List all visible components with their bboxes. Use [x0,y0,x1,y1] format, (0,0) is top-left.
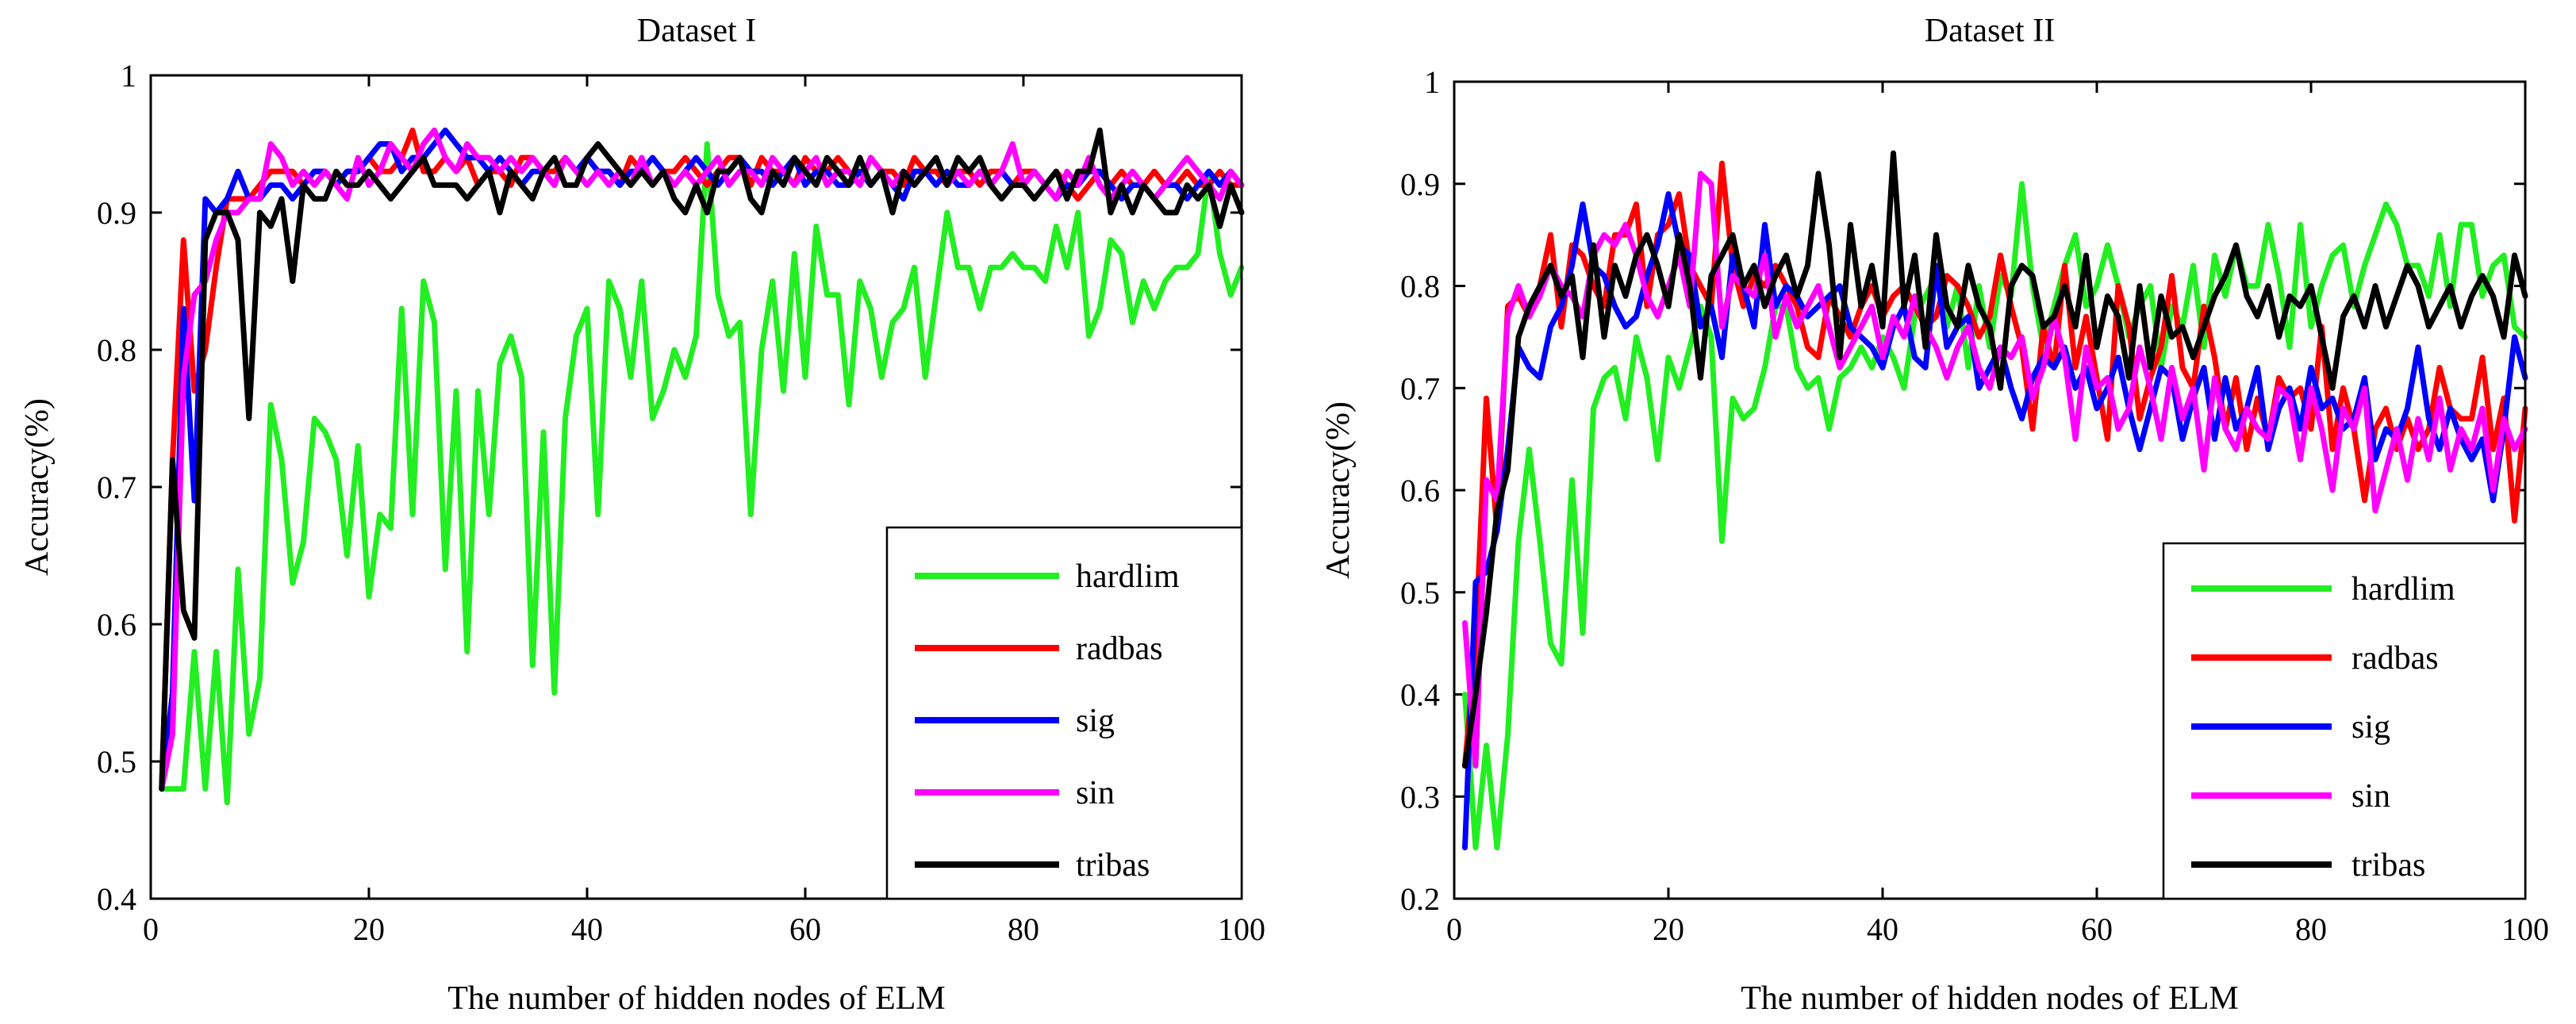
x-tick-label: 40 [571,911,603,947]
y-tick-label: 1 [121,58,136,94]
y-tick-label: 0.4 [97,881,136,917]
x-tick-label: 20 [1653,911,1684,947]
legend-label-sin: sin [2351,778,2390,815]
series-layer [159,127,1245,806]
chart-title: Dataset I [637,13,756,49]
tick-labels: 0 20 40 60 80 100 0.4 0.5 0.6 0.7 0.8 0.9 1 [97,58,1265,947]
legend-label-radbas: radbas [2351,640,2439,677]
y-tick-label: 0.2 [1400,881,1440,917]
y-tick-label: 0.5 [97,744,136,780]
legend-label-sig: sig [2351,709,2390,746]
y-tick-label: 0.8 [1400,269,1440,305]
series-line-hardlim [1462,181,2528,851]
x-tick-label: 60 [789,911,821,947]
y-tick-label: 0.5 [1400,575,1440,611]
legend-label-radbas: radbas [1076,631,1163,667]
plot-frame [149,74,1243,900]
x-tick-label: 60 [2081,911,2113,947]
legend-label-tribas: tribas [2351,847,2425,884]
y-axis-label: Accuracy(%) [19,398,56,576]
legend: hardlim radbas sig sin tribas [2162,542,2527,900]
y-tick-label: 0.7 [1400,370,1440,406]
y-tick-label: 0.4 [1400,677,1440,713]
legend-label-hardlim: hardlim [1076,558,1180,595]
x-tick-label: 100 [1218,911,1265,947]
legend-label-hardlim: hardlim [2351,571,2455,608]
legend-label-sin: sin [1076,775,1115,811]
y-tick-label: 0.3 [1400,779,1440,815]
series-line-tribas [159,127,1245,792]
y-tick-label: 0.9 [97,195,136,231]
x-tick-label: 100 [2501,911,2549,947]
y-tick-label: 0.7 [97,470,136,505]
series-line-tribas [1462,150,2528,769]
legend-box [2162,542,2527,900]
tick-labels: 0 20 40 60 80 100 0.2 0.3 0.4 0.5 0.6 0.7 0.8 0.9 1 [1400,64,2549,947]
x-axis-label: The number of hidden nodes of ELM [447,980,946,1017]
legend: hardlim radbas sig sin tribas [885,526,1243,900]
plot-frame [1453,80,2527,900]
chart-dataset-1: Dataset I 0 20 40 60 80 100 0.4 0.5 0.6 0.7 0.8 0.9… [19,13,1265,1017]
series-layer [1462,150,2528,851]
x-tick-label: 0 [143,911,159,947]
series-line-hardlim [159,141,1245,806]
y-axis-label: Accuracy(%) [1320,401,1357,579]
x-tick-label: 0 [1446,911,1462,947]
x-tick-label: 20 [353,911,385,947]
legend-label-sig: sig [1076,703,1115,739]
chart-title: Dataset II [1925,13,2055,49]
y-tick-label: 0.8 [97,332,136,368]
y-tick-label: 0.6 [1400,473,1440,508]
x-tick-label: 80 [1008,911,1039,947]
x-tick-label: 40 [1867,911,1898,947]
legend-box [885,526,1243,900]
x-tick-label: 80 [2295,911,2327,947]
chart-dataset-2: Dataset II 0 20 40 60 80 100 0.2 0.3 0.4 0.5 0.6 0.… [1320,13,2549,1017]
x-axis-label: The number of hidden nodes of ELM [1741,980,2239,1017]
y-tick-label: 0.9 [1400,167,1440,202]
y-tick-label: 0.6 [97,607,136,642]
y-tick-label: 1 [1424,64,1440,100]
series-line-radbas [1462,160,2528,769]
legend-label-tribas: tribas [1076,847,1150,884]
